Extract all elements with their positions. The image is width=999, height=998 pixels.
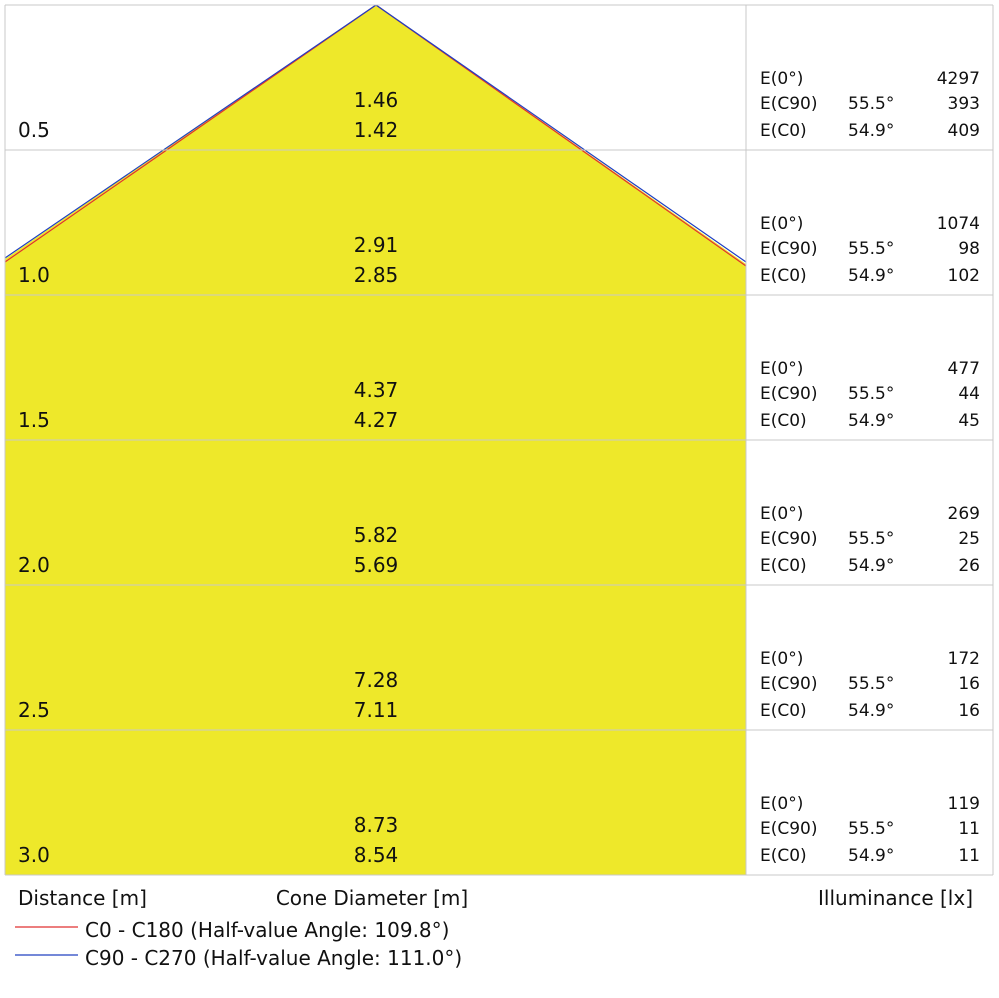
label-ec0: E(C0) xyxy=(760,846,807,866)
diameter-c0: 5.69 xyxy=(354,553,399,577)
label-ec0: E(C0) xyxy=(760,121,807,141)
value-ec0: 16 xyxy=(958,701,980,721)
value-e0: 477 xyxy=(948,359,980,379)
value-e0: 269 xyxy=(948,504,980,524)
value-ec90: 25 xyxy=(958,529,980,549)
value-ec0: 26 xyxy=(958,556,980,576)
label-e0: E(0°) xyxy=(760,504,803,524)
label-e0: E(0°) xyxy=(760,649,803,669)
diameter-c0: 4.27 xyxy=(354,408,399,432)
distance: 1.0 xyxy=(18,263,50,287)
diameter-c0: 1.42 xyxy=(354,118,399,142)
label-ec90: E(C90) xyxy=(760,819,818,839)
value-ec0: 11 xyxy=(958,846,980,866)
footer-distance: Distance [m] xyxy=(18,886,147,910)
diameter-c0: 8.54 xyxy=(354,843,399,867)
diameter-c0: 2.85 xyxy=(354,263,399,287)
value-ec90: 11 xyxy=(958,819,980,839)
distance: 1.5 xyxy=(18,408,50,432)
distance: 2.0 xyxy=(18,553,50,577)
label-e0: E(0°) xyxy=(760,794,803,814)
value-ec90: 98 xyxy=(958,239,980,259)
value-ec0: 45 xyxy=(958,411,980,431)
angle-c0: 54.9° xyxy=(848,701,894,721)
value-e0: 172 xyxy=(948,649,980,669)
value-ec90: 44 xyxy=(958,384,980,404)
value-ec0: 409 xyxy=(948,121,980,141)
label-ec90: E(C90) xyxy=(760,239,818,259)
diameter-c0: 7.11 xyxy=(354,698,399,722)
diameter-c90: 5.82 xyxy=(354,523,399,547)
legend-c90: C90 - C270 (Half-value Angle: 111.0°) xyxy=(85,946,462,970)
footer-diameter: Cone Diameter [m] xyxy=(276,886,468,910)
diameter-c90: 8.73 xyxy=(354,813,399,837)
label-ec0: E(C0) xyxy=(760,556,807,576)
value-ec90: 16 xyxy=(958,674,980,694)
legend-c0: C0 - C180 (Half-value Angle: 109.8°) xyxy=(85,918,449,942)
rows: 0.5 1.46 1.42 E(0°) E(C90) E(C0) 55.5° 54.9° 429… xyxy=(18,69,980,867)
distance: 2.5 xyxy=(18,698,50,722)
angle-c90: 55.5° xyxy=(848,674,894,694)
label-ec0: E(C0) xyxy=(760,701,807,721)
value-e0: 119 xyxy=(948,794,980,814)
angle-c90: 55.5° xyxy=(848,384,894,404)
label-ec0: E(C0) xyxy=(760,266,807,286)
distance: 0.5 xyxy=(18,118,50,142)
angle-c0: 54.9° xyxy=(848,411,894,431)
value-e0: 1074 xyxy=(937,214,980,234)
label-ec90: E(C90) xyxy=(760,384,818,404)
label-e0: E(0°) xyxy=(760,359,803,379)
diameter-c90: 4.37 xyxy=(354,378,399,402)
footer-illuminance: Illuminance [lx] xyxy=(818,886,973,910)
angle-c90: 55.5° xyxy=(848,94,894,114)
angle-c90: 55.5° xyxy=(848,239,894,259)
angle-c90: 55.5° xyxy=(848,529,894,549)
label-ec90: E(C90) xyxy=(760,94,818,114)
cone-edge-c90 xyxy=(4,4,377,259)
grid xyxy=(4,4,994,876)
label-e0: E(0°) xyxy=(760,69,803,89)
diameter-c90: 7.28 xyxy=(354,668,399,692)
label-e0: E(0°) xyxy=(760,214,803,234)
cone-edge-c90 xyxy=(375,4,747,263)
angle-c0: 54.9° xyxy=(848,556,894,576)
diameter-c90: 1.46 xyxy=(354,88,399,112)
label-ec90: E(C90) xyxy=(760,529,818,549)
angle-c90: 55.5° xyxy=(848,819,894,839)
label-ec0: E(C0) xyxy=(760,411,807,431)
angle-c0: 54.9° xyxy=(848,266,894,286)
value-ec0: 102 xyxy=(948,266,980,286)
distance: 3.0 xyxy=(18,843,50,867)
diameter-c90: 2.91 xyxy=(354,233,399,257)
angle-c0: 54.9° xyxy=(848,121,894,141)
value-ec90: 393 xyxy=(948,94,980,114)
label-ec90: E(C90) xyxy=(760,674,818,694)
value-e0: 4297 xyxy=(937,69,980,89)
angle-c0: 54.9° xyxy=(848,846,894,866)
